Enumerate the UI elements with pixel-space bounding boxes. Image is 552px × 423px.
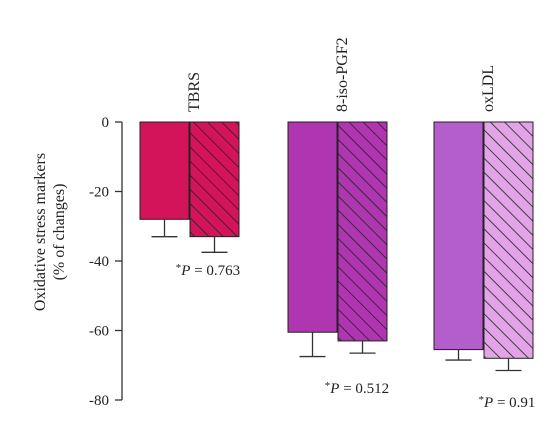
y-axis-title-line-2: (% of changes)	[51, 184, 68, 281]
y-axis: 0 -20 -40 -60 -80	[89, 115, 123, 409]
bar-solid	[139, 121, 190, 220]
y-axis-title-line-1: Oxidative stress markers	[32, 153, 49, 311]
p-value: = 0.763	[190, 263, 240, 279]
y-tick-label: -40	[89, 254, 109, 270]
y-axis-title: Oxidative stress markers (% of changes)	[32, 153, 68, 311]
y-tick-label: 0	[102, 115, 110, 131]
bar-hatched	[189, 121, 240, 238]
p-value-annotation: *P = 0.512	[325, 380, 389, 397]
bar-hatched	[337, 121, 388, 342]
y-tick-label: -60	[89, 324, 109, 340]
bar-solid	[287, 121, 338, 333]
error-bars-layer	[151, 219, 522, 372]
bars-layer	[139, 121, 534, 359]
p-symbol: P	[483, 395, 493, 411]
category-label: oxLDL	[480, 65, 497, 112]
p-value-annotation: *P = 0.763	[176, 262, 240, 279]
bar-hatched	[483, 121, 534, 359]
category-label: TBRS	[186, 72, 203, 112]
category-labels-layer: TBRS 8-iso-PGF2 oxLDL	[186, 37, 497, 112]
significance-marker: *	[325, 380, 331, 392]
y-tick-label: -80	[89, 393, 109, 409]
p-symbol: P	[329, 381, 339, 397]
p-value-annotations-layer: *P = 0.763*P = 0.512*P = 0.91	[176, 262, 536, 411]
p-value: = 0.512	[339, 381, 389, 397]
p-value: = 0.91	[493, 395, 535, 411]
category-label: 8-iso-PGF2	[334, 37, 351, 112]
y-tick-label: -20	[89, 185, 109, 201]
significance-marker: *	[176, 262, 182, 274]
p-value-annotation: *P = 0.91	[479, 394, 536, 411]
p-symbol: P	[180, 263, 190, 279]
significance-marker: *	[479, 394, 485, 406]
bar-solid	[433, 121, 484, 351]
